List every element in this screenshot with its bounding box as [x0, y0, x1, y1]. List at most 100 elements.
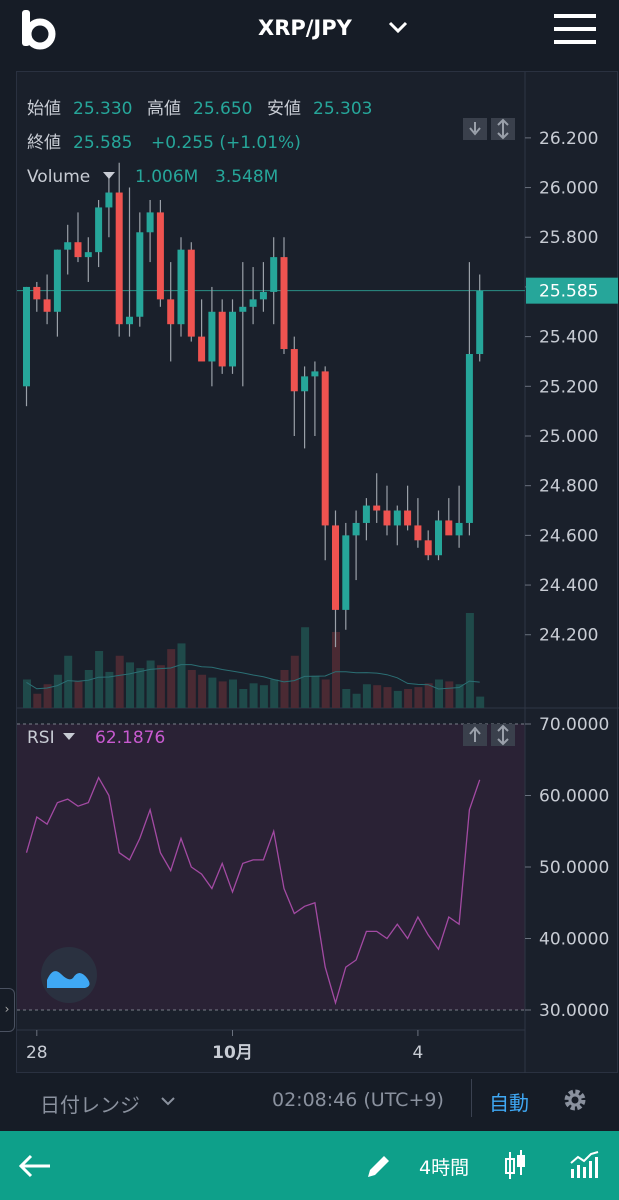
- candle-body: [342, 535, 350, 610]
- candle-body: [64, 242, 72, 250]
- volume-bar: [146, 660, 155, 708]
- volume-bar: [404, 689, 413, 708]
- price-tick-label: 24.800: [539, 477, 598, 497]
- volume-bar: [126, 662, 134, 708]
- rsi-tick-label: 50.0000: [539, 858, 609, 878]
- side-panel-toggle[interactable]: ›: [0, 988, 15, 1032]
- high-value: 25.650: [193, 99, 252, 119]
- candle-body: [115, 192, 123, 325]
- volume-ma-line: [26, 664, 480, 690]
- candle-body: [136, 232, 144, 317]
- volume-dropdown-icon[interactable]: [103, 172, 115, 179]
- footer-separator: [471, 1079, 472, 1117]
- volume-bar: [187, 670, 196, 708]
- volume-bar: [414, 687, 423, 708]
- chevron-down-icon[interactable]: [160, 1095, 176, 1107]
- volume-label[interactable]: Volume: [27, 167, 90, 187]
- price-tick-label: 25.800: [539, 228, 598, 248]
- volume-bar: [362, 684, 371, 708]
- volume-value-1: 1.006M: [135, 167, 198, 187]
- volume-value-2: 3.548M: [215, 167, 278, 187]
- candle-body: [414, 525, 422, 541]
- volume-bar: [208, 677, 217, 708]
- candle-body: [33, 286, 41, 300]
- candle-body: [259, 291, 267, 300]
- volume-bar: [476, 696, 485, 708]
- volume-bar: [280, 670, 289, 708]
- volume-bar: [311, 675, 320, 708]
- volume-bar: [105, 671, 114, 708]
- volume-bar: [373, 685, 382, 708]
- auto-scale-button[interactable]: 自動: [489, 1091, 529, 1115]
- candle-body: [393, 510, 401, 526]
- volume-bar: [95, 651, 104, 708]
- candle-body: [404, 510, 412, 526]
- tradingview-logo-icon[interactable]: [41, 947, 97, 1003]
- date-range-button[interactable]: 日付レンジ: [40, 1093, 140, 1117]
- rsi-scale-up-icon[interactable]: [463, 724, 487, 746]
- price-scale-down-icon[interactable]: [463, 118, 487, 140]
- back-arrow-icon[interactable]: [18, 1153, 52, 1179]
- price-tick-label: 25.000: [539, 427, 598, 447]
- candle-body: [95, 207, 103, 253]
- candle-body: [43, 299, 51, 312]
- gear-icon[interactable]: [562, 1087, 588, 1113]
- price-tick-label: 24.400: [539, 576, 598, 596]
- chart-svg[interactable]: 26.20026.00025.80025.60025.40025.20025.0…: [17, 72, 619, 1074]
- volume-bar: [53, 674, 62, 708]
- volume-bar: [115, 655, 124, 708]
- rsi-tick-label: 60.0000: [539, 787, 609, 807]
- candle-body: [198, 336, 206, 362]
- candle-body: [53, 249, 61, 312]
- volume-bar: [177, 643, 186, 708]
- price-tick-label: 26.000: [539, 179, 598, 199]
- candle-body: [105, 192, 113, 208]
- volume-bar: [74, 681, 83, 708]
- price-scale-updown-icon[interactable]: [491, 118, 515, 140]
- interval-selector[interactable]: 4時間: [419, 1157, 470, 1179]
- candle-body: [280, 257, 288, 350]
- rsi-band: [17, 724, 525, 1010]
- low-label: 安値: [267, 99, 301, 119]
- price-tick-label: 24.200: [539, 626, 598, 646]
- volume-bar: [301, 627, 310, 708]
- volume-bar: [270, 679, 279, 708]
- chart-area[interactable]: 26.20026.00025.80025.60025.40025.20025.0…: [16, 71, 619, 1074]
- time-tick-label: 28: [26, 1043, 48, 1063]
- volume-bar: [321, 679, 330, 708]
- open-value: 25.330: [73, 99, 132, 119]
- volume-bar: [156, 665, 165, 708]
- price-tick-label: 25.400: [539, 328, 598, 348]
- candle-body: [383, 510, 391, 526]
- hamburger-menu-icon[interactable]: [554, 14, 596, 44]
- volume-bar: [239, 689, 248, 708]
- candlestick-type-icon[interactable]: [505, 1149, 527, 1183]
- volume-bar: [23, 679, 31, 708]
- candle-body: [218, 311, 226, 367]
- close-value: 25.585: [73, 133, 132, 153]
- bitbank-logo-icon[interactable]: [20, 8, 60, 50]
- bottom-toolbar: 4時間: [0, 1131, 619, 1200]
- candle-body: [156, 212, 164, 300]
- candle-body: [177, 249, 185, 325]
- chart-footer-bar: 日付レンジ 02:08:46 (UTC+9) 自動: [0, 1073, 619, 1131]
- candle-body: [229, 311, 236, 367]
- volume-bar: [393, 690, 402, 708]
- pencil-icon[interactable]: [364, 1151, 394, 1181]
- rsi-dropdown-icon[interactable]: [63, 733, 75, 740]
- candle-body: [321, 371, 329, 526]
- candle-body: [126, 316, 133, 325]
- rsi-label[interactable]: RSI: [27, 728, 55, 748]
- candle-body: [455, 522, 463, 536]
- rsi-scale-updown-icon[interactable]: [491, 724, 515, 746]
- chevron-down-icon[interactable]: [386, 18, 410, 38]
- pair-title[interactable]: XRP/JPY: [258, 16, 352, 40]
- volume-bar: [84, 670, 93, 708]
- rsi-value: 62.1876: [95, 728, 165, 748]
- low-value: 25.303: [313, 99, 372, 119]
- last-price-label: 25.585: [539, 282, 598, 302]
- indicators-icon[interactable]: [570, 1151, 600, 1179]
- volume-bar: [455, 684, 464, 708]
- open-label: 始値: [27, 99, 61, 119]
- candle-body: [362, 505, 370, 523]
